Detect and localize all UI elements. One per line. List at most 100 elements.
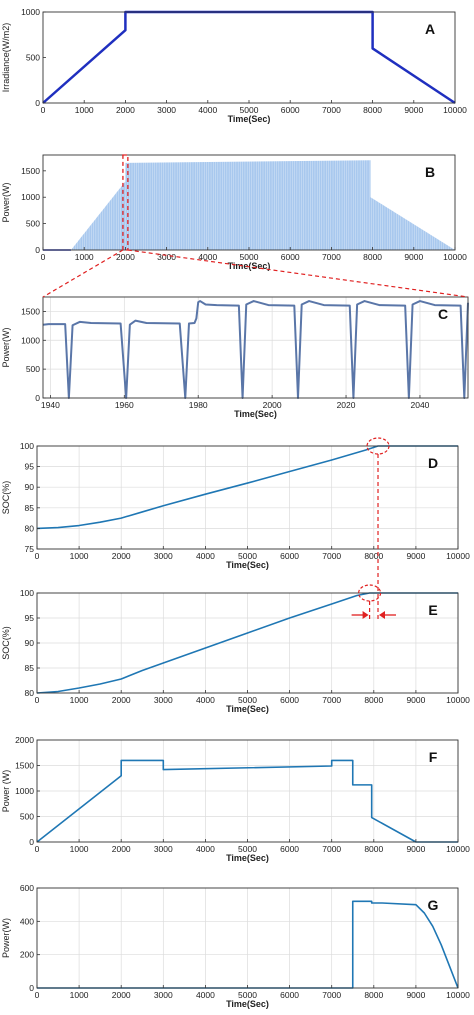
x-tick-label: 6000 <box>280 844 299 854</box>
x-tick-label: 0 <box>35 844 40 854</box>
y-tick-label: 0 <box>35 98 40 108</box>
y-tick-label: 500 <box>26 364 40 374</box>
x-tick-label: 9000 <box>406 990 425 1000</box>
y-axis-label: Power(W) <box>1 182 11 222</box>
x-tick-label: 3000 <box>157 252 176 262</box>
x-axis-label: Time(Sec) <box>226 999 269 1009</box>
panel-g: 0 1000 2000 3000 4000 5000 6000 7000 8000 9000 100… <box>1 883 470 1009</box>
x-tick-label: 1940 <box>41 400 60 410</box>
x-tick-label: 7000 <box>322 990 341 1000</box>
x-tick-label: 2000 <box>116 252 135 262</box>
x-tick-label: 10000 <box>446 990 470 1000</box>
x-tick-label: 4000 <box>196 551 215 561</box>
x-tick-label: 0 <box>41 252 46 262</box>
panel-a: 0 1000 2000 3000 4000 5000 6000 7000 8000 9000 100… <box>1 7 467 124</box>
x-tick-label: 9000 <box>406 551 425 561</box>
x-tick-label: 6000 <box>281 105 300 115</box>
x-tick-label: 9000 <box>404 252 423 262</box>
y-tick-label: 0 <box>29 983 34 993</box>
panel-label: E <box>428 602 437 618</box>
x-tick-label: 8000 <box>363 252 382 262</box>
annotations <box>42 154 469 621</box>
y-tick-label: 0 <box>35 245 40 255</box>
y-tick-label: 500 <box>26 53 40 63</box>
x-tick-label: 2020 <box>337 400 356 410</box>
x-tick-label: 1000 <box>75 105 94 115</box>
y-tick-label: 600 <box>20 883 34 893</box>
y-tick-label: 85 <box>25 663 35 673</box>
x-tick-label: 2040 <box>410 400 429 410</box>
soc-e-marker-ellipse <box>357 584 382 602</box>
x-tick-label: 8000 <box>363 105 382 115</box>
x-tick-label: 4000 <box>196 990 215 1000</box>
series-line <box>37 900 459 989</box>
x-tick-label: 2000 <box>112 551 131 561</box>
x-tick-label: 8000 <box>364 990 383 1000</box>
y-axis-label: SOC(%) <box>1 626 11 660</box>
panel-label: C <box>438 306 448 322</box>
x-tick-label: 4000 <box>198 252 217 262</box>
x-tick-label: 10000 <box>443 252 467 262</box>
x-tick-label: 1980 <box>189 400 208 410</box>
x-tick-label: 4000 <box>196 844 215 854</box>
x-tick-label: 7000 <box>322 844 341 854</box>
x-axis-label: Time(Sec) <box>228 114 271 124</box>
x-tick-label: 10000 <box>443 105 467 115</box>
x-tick-label: 0 <box>35 695 40 705</box>
x-tick-label: 10000 <box>446 695 470 705</box>
y-tick-label: 80 <box>25 688 35 698</box>
soc-d-marker-ellipse <box>366 437 390 455</box>
x-tick-label: 0 <box>35 990 40 1000</box>
x-tick-label: 5000 <box>238 844 257 854</box>
x-tick-label: 2000 <box>112 844 131 854</box>
y-axis-label: Power(W) <box>1 918 11 958</box>
x-tick-label: 5000 <box>240 252 259 262</box>
x-tick-label: 4000 <box>198 105 217 115</box>
y-tick-label: 90 <box>25 638 35 648</box>
x-tick-label: 3000 <box>154 695 173 705</box>
y-tick-label: 1500 <box>21 306 40 316</box>
panel-label: D <box>428 455 438 471</box>
panel-label: A <box>425 21 435 37</box>
x-tick-label: 3000 <box>157 105 176 115</box>
zoom-box <box>122 154 129 251</box>
x-tick-label: 4000 <box>196 695 215 705</box>
y-tick-label: 95 <box>25 613 35 623</box>
arrow-right-pointing <box>362 611 369 619</box>
y-tick-label: 100 <box>20 441 34 451</box>
x-tick-label: 7000 <box>322 695 341 705</box>
x-tick-label: 3000 <box>154 990 173 1000</box>
x-tick-label: 1000 <box>70 844 89 854</box>
y-tick-label: 1000 <box>21 192 40 202</box>
y-tick-label: 500 <box>20 812 34 822</box>
y-tick-label: 80 <box>25 523 35 533</box>
x-axis-label: Time(Sec) <box>234 409 277 419</box>
y-tick-label: 400 <box>20 916 34 926</box>
x-tick-label: 0 <box>41 105 46 115</box>
x-tick-label: 1000 <box>70 695 89 705</box>
x-tick-label: 7000 <box>322 252 341 262</box>
y-tick-label: 75 <box>25 544 35 554</box>
y-tick-label: 95 <box>25 462 35 472</box>
y-axis-label: Irradiance(W/m2) <box>1 23 11 93</box>
x-tick-label: 7000 <box>322 105 341 115</box>
x-tick-label: 3000 <box>154 844 173 854</box>
plot-frame <box>42 296 469 399</box>
x-tick-label: 6000 <box>280 695 299 705</box>
y-tick-label: 2000 <box>15 735 34 745</box>
y-axis-label: SOC(%) <box>1 481 11 515</box>
x-tick-label: 5000 <box>238 695 257 705</box>
y-axis-label: Power (W) <box>1 770 11 813</box>
y-tick-label: 100 <box>20 588 34 598</box>
arrow-left-pointing <box>379 611 386 619</box>
x-tick-label: 5000 <box>238 551 257 561</box>
x-tick-label: 1000 <box>75 252 94 262</box>
series-line <box>36 445 458 530</box>
y-tick-label: 1000 <box>21 335 40 345</box>
panel-b: 0 1000 2000 3000 4000 5000 6000 7000 8000 9000 100… <box>1 154 467 271</box>
x-tick-label: 7000 <box>322 551 341 561</box>
x-axis-label: Time(Sec) <box>226 560 269 570</box>
x-tick-label: 6000 <box>280 990 299 1000</box>
x-tick-label: 1000 <box>70 551 89 561</box>
x-tick-label: 6000 <box>281 252 300 262</box>
